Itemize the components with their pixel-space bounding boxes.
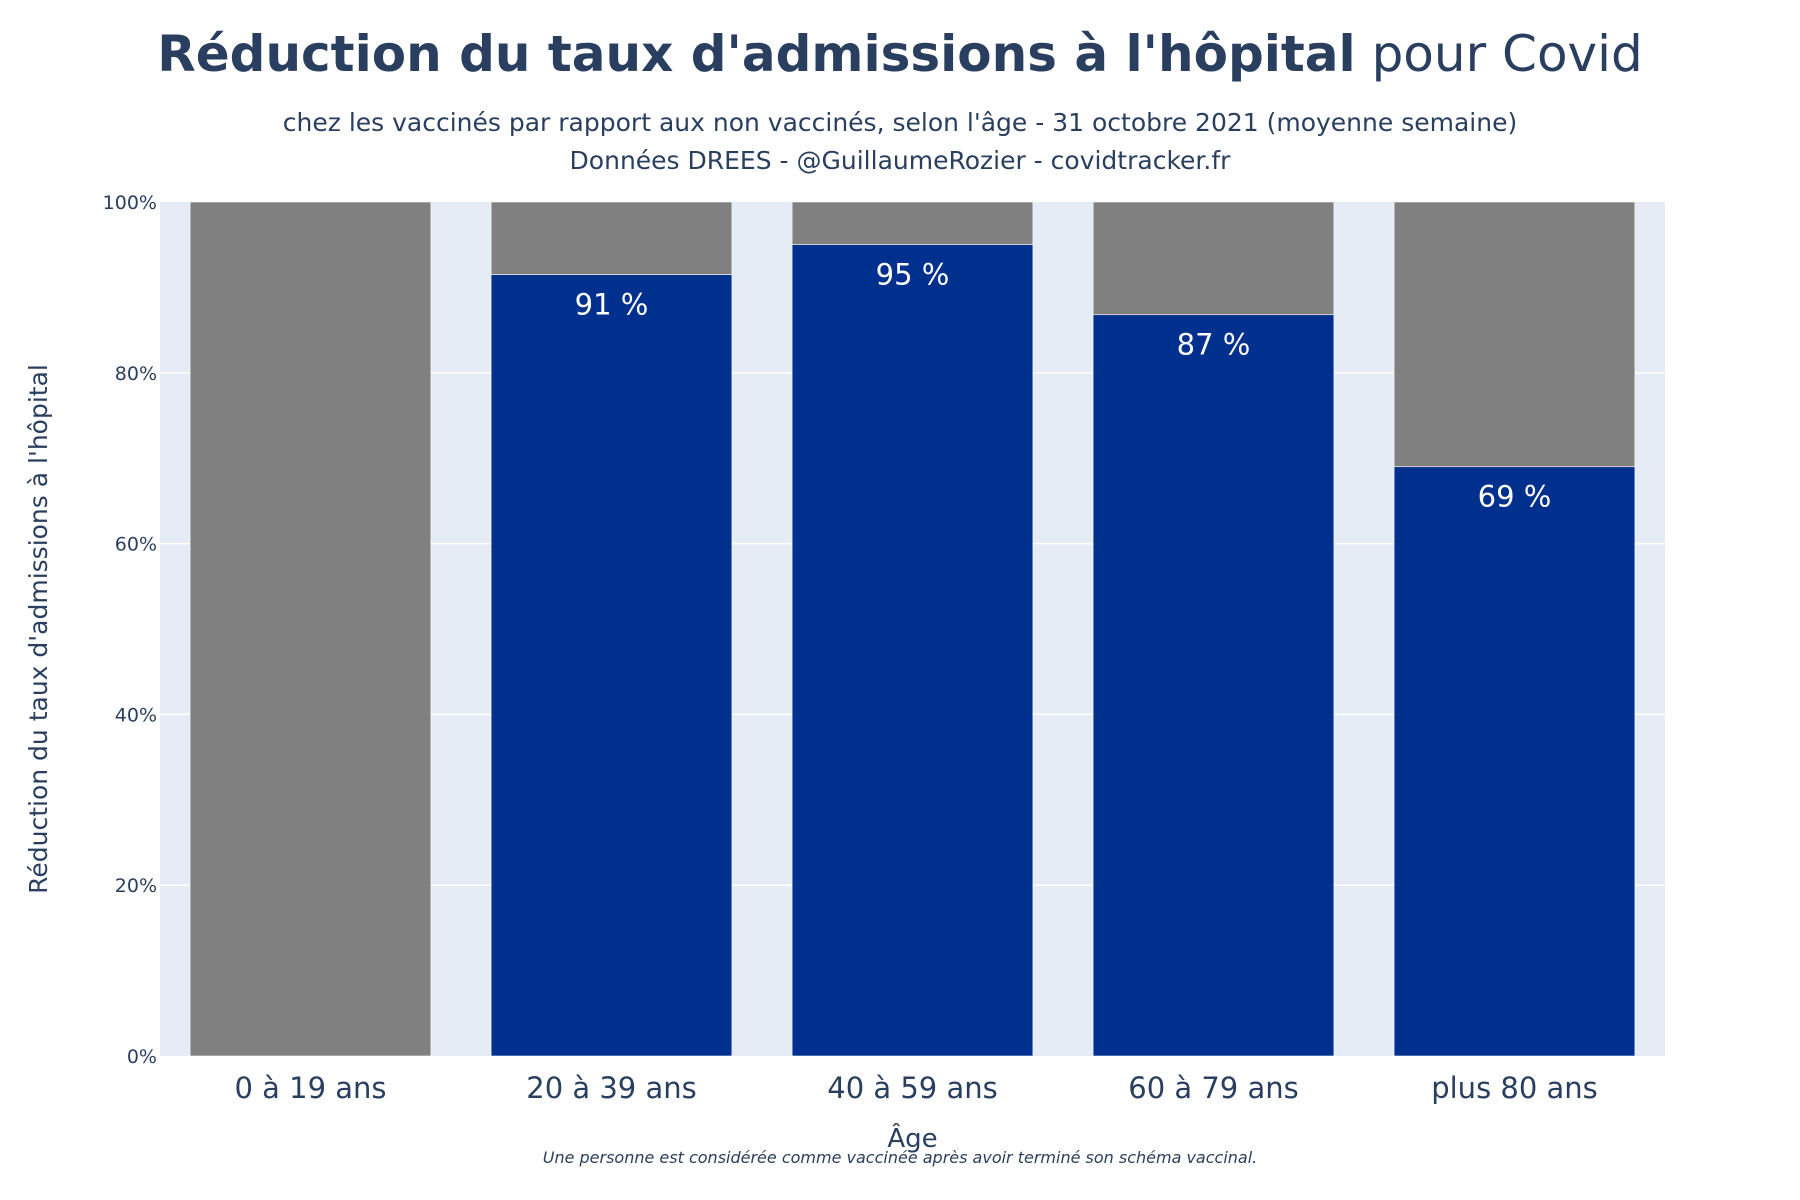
chart-title-normal: pour Covid	[1371, 25, 1643, 83]
y-axis-ticks: 0% 20% 40% 60% 80% 100%	[103, 192, 157, 1068]
x-axis-label: Âge	[887, 1122, 937, 1154]
data-labels: 91 % 95 % 87 % 69 %	[575, 258, 1552, 514]
y-tick-label: 60%	[115, 534, 157, 556]
bar-reduction	[791, 244, 1034, 1057]
x-tick-label: 40 à 59 ans	[827, 1071, 998, 1105]
bar-remainder	[791, 201, 1034, 246]
footnote: Une personne est considérée comme vaccin…	[542, 1148, 1258, 1167]
bars	[189, 201, 1636, 1057]
y-tick-label: 100%	[103, 192, 157, 214]
chart-subtitle-line1: chez les vaccinés par rapport aux non va…	[282, 108, 1518, 137]
y-axis-label: Réduction du taux d'admissions à l'hôpit…	[24, 364, 53, 894]
data-label: 95 %	[876, 258, 950, 292]
x-tick-label: 60 à 79 ans	[1128, 1071, 1299, 1105]
bar-remainder	[490, 201, 733, 275]
bar-reduction	[490, 274, 733, 1057]
x-tick-label: 20 à 39 ans	[526, 1071, 697, 1105]
bar-remainder	[189, 201, 432, 1057]
data-label: 91 %	[575, 288, 649, 322]
bar-remainder	[1393, 201, 1636, 468]
chart-subtitle-line2: Données DREES - @GuillaumeRozier - covid…	[569, 146, 1231, 175]
y-tick-label: 40%	[115, 704, 157, 726]
bar-reduction	[1092, 314, 1335, 1057]
y-tick-label: 20%	[115, 875, 157, 897]
chart-title: Réduction du taux d'admissions à l'hôpit…	[0, 24, 1800, 84]
y-tick-label: 80%	[115, 363, 157, 385]
bar-reduction	[1393, 466, 1636, 1057]
data-label: 69 %	[1478, 480, 1552, 514]
bar-remainder	[1092, 201, 1335, 316]
x-tick-label: 0 à 19 ans	[234, 1071, 386, 1105]
chart-title-bold: Réduction du taux d'admissions à l'hôpit…	[157, 25, 1356, 83]
x-tick-label: plus 80 ans	[1431, 1071, 1598, 1105]
data-label: 87 %	[1177, 328, 1251, 362]
y-tick-label: 0%	[127, 1046, 157, 1068]
x-axis-ticks: 0 à 19 ans 20 à 39 ans 40 à 59 ans 60 à 79 …	[234, 1071, 1597, 1105]
